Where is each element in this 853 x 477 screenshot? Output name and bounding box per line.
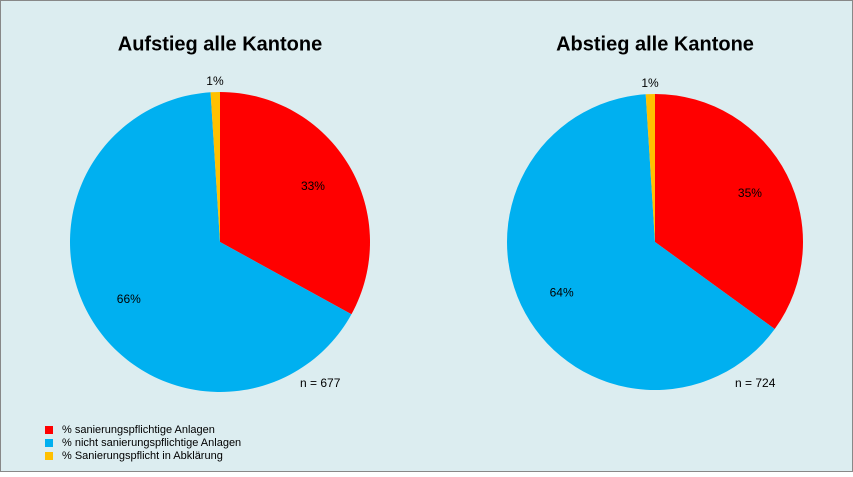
annotation: n = 724 xyxy=(735,376,776,390)
legend-label: % sanierungspflichtige Anlagen xyxy=(62,424,215,436)
data-label: 64% xyxy=(550,286,574,300)
data-label: 33% xyxy=(301,179,325,193)
data-label: 66% xyxy=(117,292,141,306)
pie-slice xyxy=(507,94,775,390)
pie-slice xyxy=(210,92,220,242)
data-label: 1% xyxy=(206,74,224,88)
legend-label: % nicht sanierungspflichtige Anlagen xyxy=(62,437,241,449)
data-label: 1% xyxy=(641,76,659,90)
pie-slice xyxy=(69,92,352,392)
pie-slice xyxy=(220,92,370,315)
chart-title: Aufstieg alle Kantone xyxy=(118,33,322,55)
legend-swatch xyxy=(45,426,53,434)
legend-swatch xyxy=(45,452,53,460)
pie-slice xyxy=(655,94,803,329)
pie-slice xyxy=(645,94,655,242)
annotation: n = 677 xyxy=(300,376,341,390)
legend-swatch xyxy=(45,439,53,447)
data-label: 35% xyxy=(738,186,762,200)
legend-label: % Sanierungspflicht in Abklärung xyxy=(62,450,223,462)
chart-title: Abstieg alle Kantone xyxy=(556,33,754,55)
